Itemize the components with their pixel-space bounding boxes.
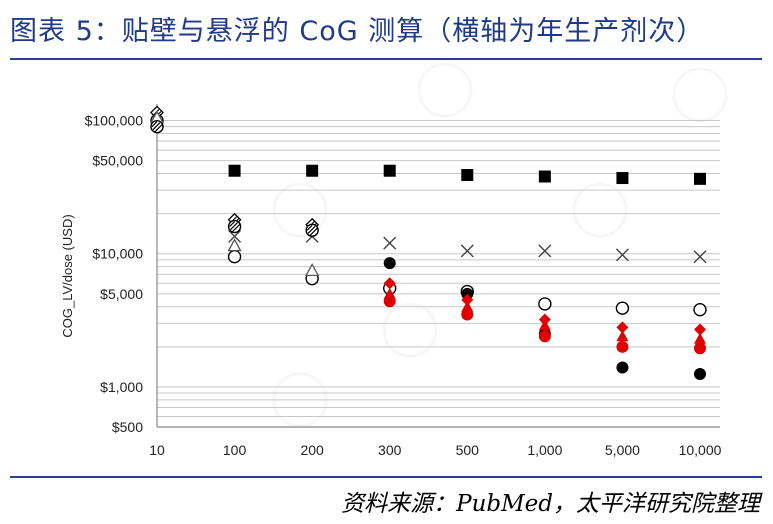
square-point xyxy=(383,164,396,177)
y-tick-label: $1,000 xyxy=(100,379,143,395)
filled-circle-point xyxy=(538,330,551,343)
y-tick-label: $50,000 xyxy=(92,153,143,169)
x-point xyxy=(383,236,397,250)
hatch-lines xyxy=(306,224,318,236)
x-tick-labels: 10 100 200 300 500 1,000 5,000 10,000 xyxy=(149,442,721,458)
open-triangle-point xyxy=(227,238,242,252)
y-tick-label: $500 xyxy=(112,419,143,435)
x-tick-label: 300 xyxy=(378,442,402,458)
axes xyxy=(156,104,720,428)
x-point xyxy=(615,248,629,262)
title-underline xyxy=(10,58,762,60)
hatch-lines xyxy=(151,121,163,133)
triangle-point xyxy=(616,330,629,342)
hatch-lines xyxy=(229,221,240,232)
y-tick-label: $5,000 xyxy=(100,286,143,302)
filled-circle-point xyxy=(616,361,629,374)
open-circle-point xyxy=(615,301,630,315)
hatched-circle-point xyxy=(150,119,164,134)
x-tick-label: 1,000 xyxy=(527,442,562,458)
gridlines xyxy=(157,120,720,428)
filled-circle-point xyxy=(461,308,474,321)
square-point xyxy=(306,164,319,177)
diamond-point xyxy=(616,321,629,334)
square-point xyxy=(616,172,629,185)
hatched-circle-point xyxy=(227,219,242,234)
source-note: 资料来源：PubMed，太平洋研究院整理 xyxy=(341,491,760,517)
y-tick-labels: $500 $1,000 $5,000 $10,000 $50,000 $100,000 xyxy=(85,113,144,435)
triangle-point xyxy=(694,332,706,344)
footer-rule xyxy=(10,476,762,478)
x-tick-label: 5,000 xyxy=(605,442,640,458)
page-title: 图表 5：贴壁与悬浮的 CoG 测算（横轴为年生产剂次） xyxy=(10,16,705,47)
diamond-point xyxy=(461,293,474,306)
x-point xyxy=(538,244,552,258)
square-point xyxy=(538,170,551,183)
filled-circle-point xyxy=(383,257,396,270)
x-tick-label: 500 xyxy=(456,442,480,458)
filled-circle-point xyxy=(694,342,706,355)
hatched-circle-point xyxy=(305,223,319,237)
y-tick-label: $10,000 xyxy=(92,246,143,262)
watermark-logo xyxy=(272,62,728,428)
square-point xyxy=(228,164,241,177)
x-point xyxy=(228,229,242,243)
filled-circle-point xyxy=(694,368,706,381)
x-point xyxy=(460,244,474,258)
filled-circle-point xyxy=(383,295,396,308)
open-circle-point xyxy=(693,302,707,317)
diamond-point xyxy=(383,277,396,290)
square-point xyxy=(461,169,474,182)
triangle-point xyxy=(538,319,551,331)
x-tick-label: 10 xyxy=(149,442,165,458)
x-tick-label: 100 xyxy=(223,442,247,458)
filled-circle-point xyxy=(461,287,474,300)
x-point xyxy=(693,250,707,264)
open-circle-point xyxy=(227,249,242,264)
x-tick-label: 200 xyxy=(300,442,324,458)
y-tick-label: $100,000 xyxy=(85,113,144,129)
open-circle-point xyxy=(538,297,552,311)
diamond-point xyxy=(694,323,706,336)
x-tick-label: 10,000 xyxy=(679,442,722,458)
y-axis-label: COG_LV/dose (USD) xyxy=(60,214,75,337)
filled-circle-point xyxy=(616,340,629,353)
square-point xyxy=(694,172,706,185)
data-points xyxy=(149,105,707,381)
open-triangle-point xyxy=(305,263,320,277)
triangle-point xyxy=(461,300,474,312)
